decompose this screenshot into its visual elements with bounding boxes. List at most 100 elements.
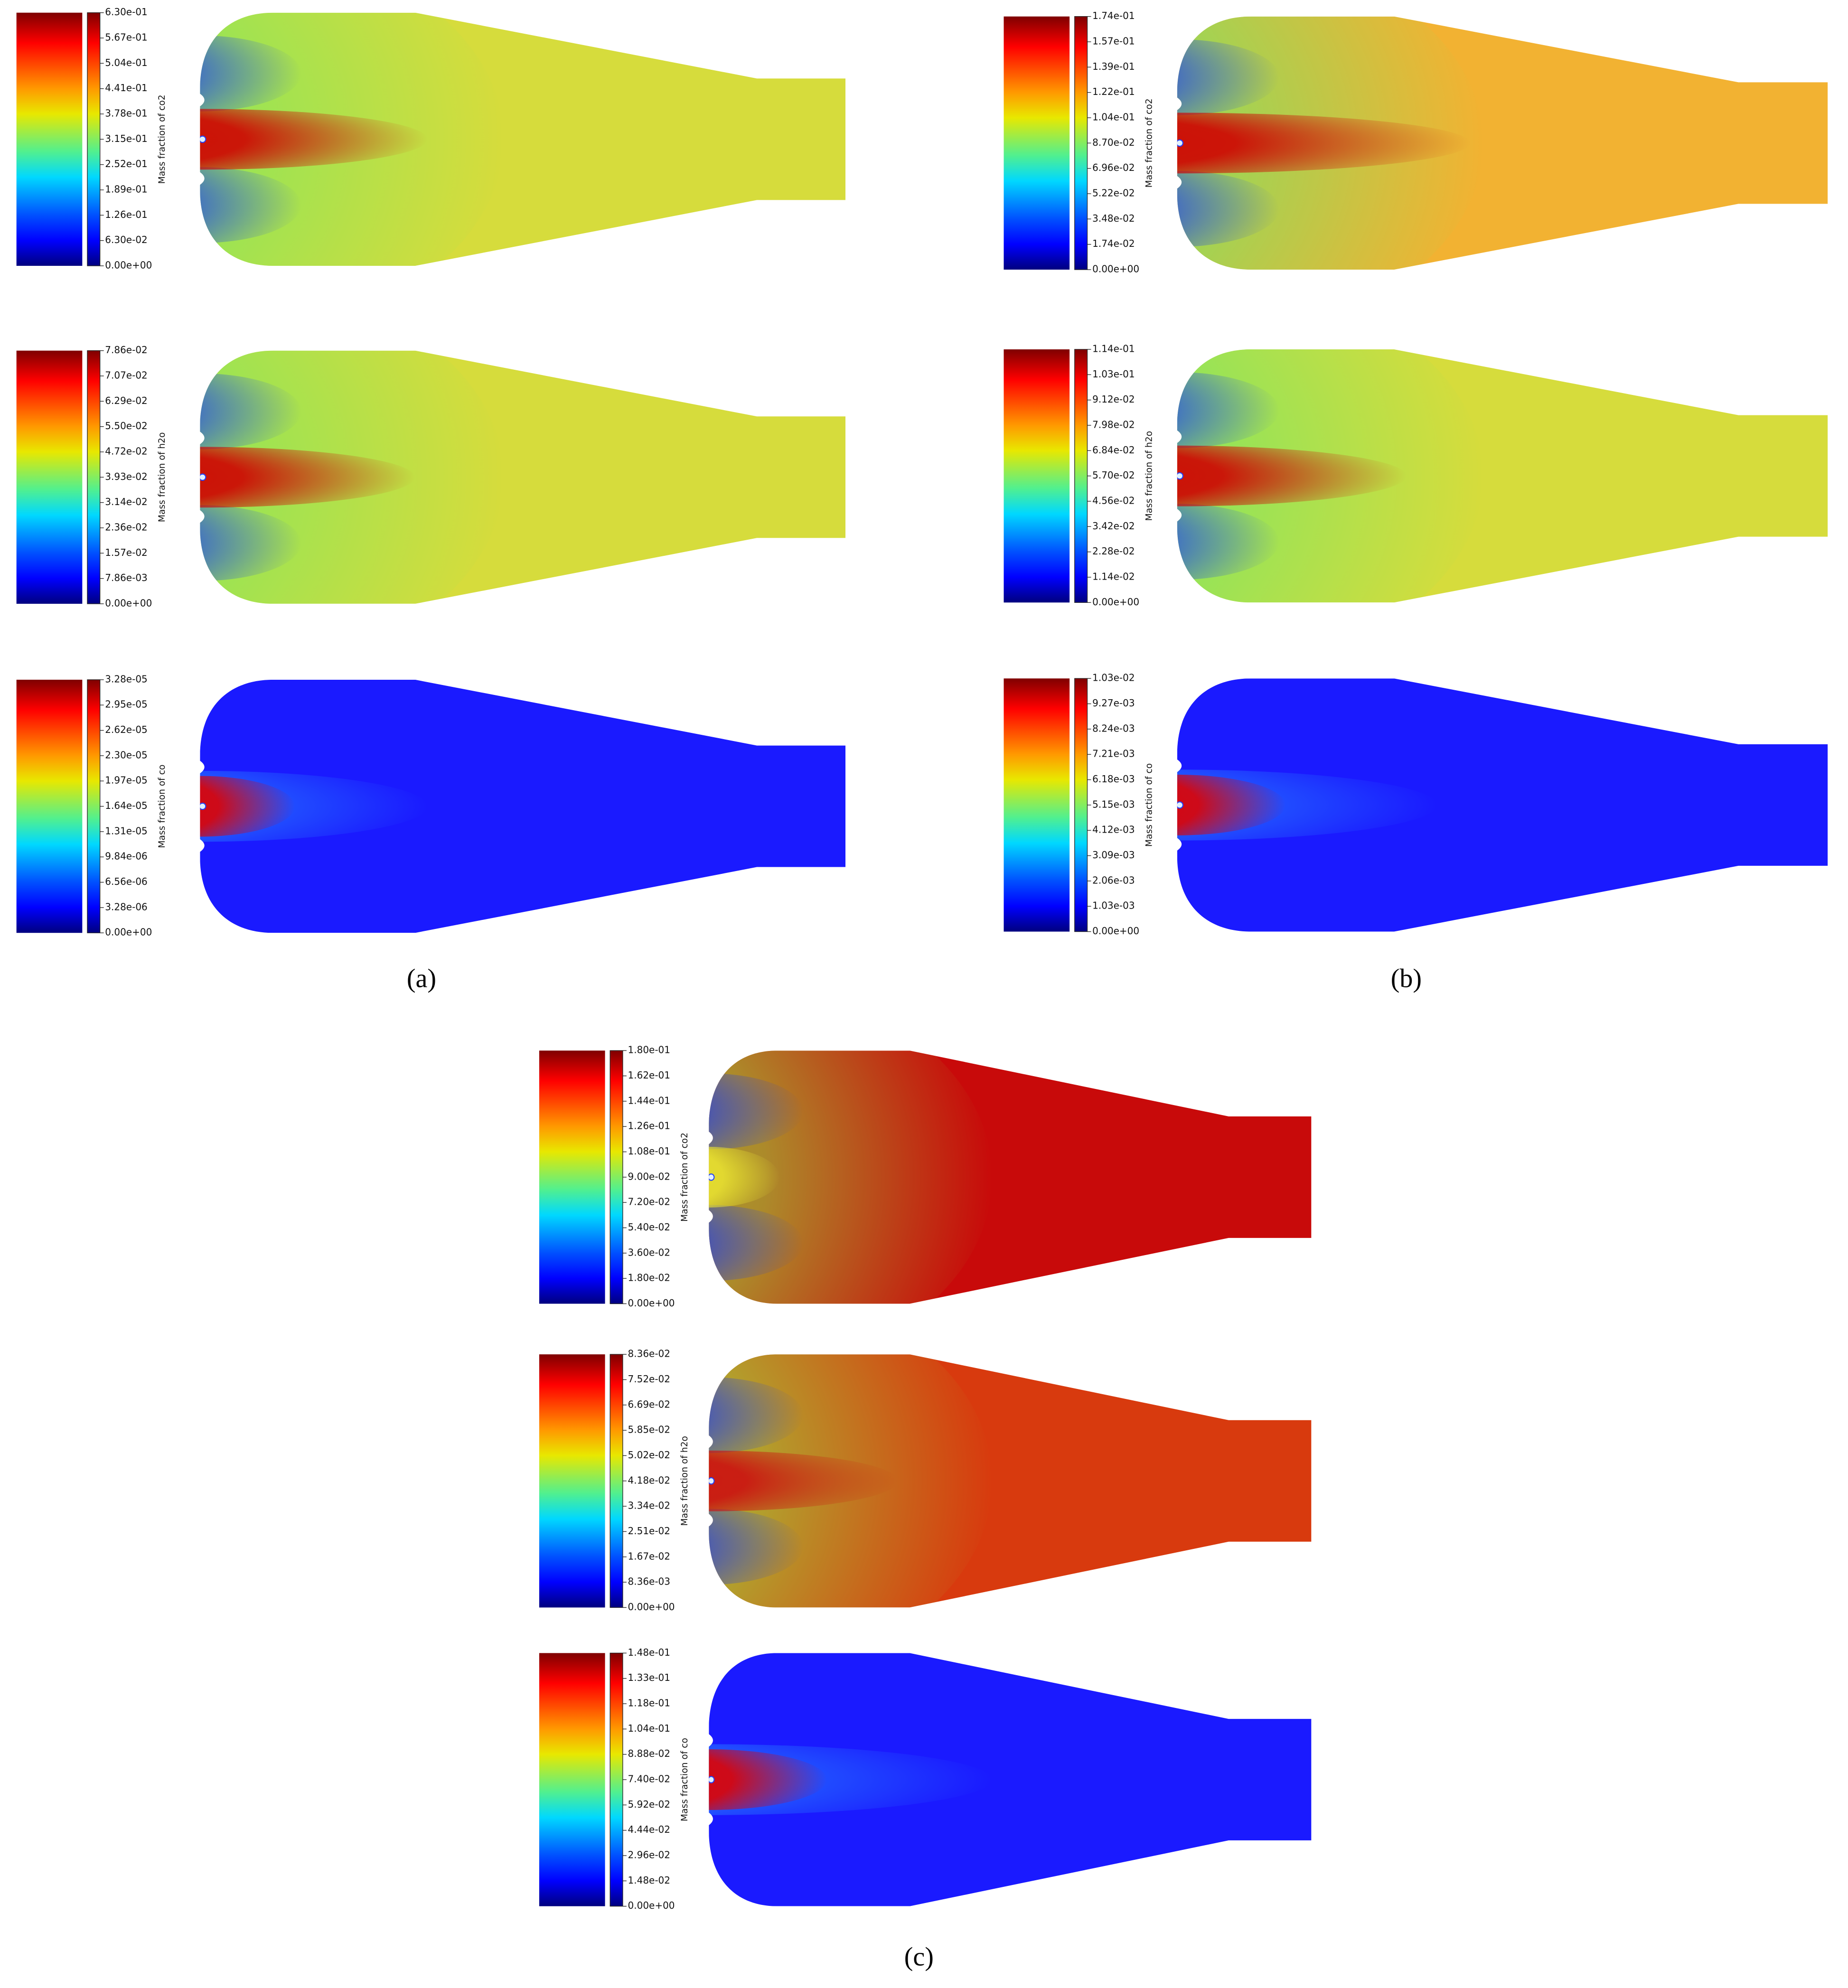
colorbar-tick-label: 1.74e-02	[1092, 238, 1135, 249]
field-tail	[1177, 769, 1438, 841]
colorbar-tick-label: 1.26e-01	[628, 1120, 670, 1132]
colorbar-tick-label: 6.56e-06	[105, 876, 147, 887]
colorbar-axis-label: Mass fraction of h2o	[1144, 431, 1154, 521]
contour-plot: 1.74e-01 1.57e-01 1.39e-01 1.22e-01 1.04e-01…	[1004, 10, 1828, 274]
field-bulb	[709, 1050, 993, 1304]
colorbar-tick-label: 1.33e-01	[628, 1672, 670, 1683]
colorbar-tick-label: 0.00e+00	[105, 597, 152, 609]
field-jet	[1177, 113, 1471, 174]
colorbar-tick-label: 5.15e-03	[1092, 798, 1135, 810]
colorbar-tick-label: 1.80e-02	[628, 1272, 670, 1284]
injector	[709, 1173, 715, 1181]
colorbar	[16, 12, 83, 266]
field-lobe	[1177, 504, 1279, 580]
field-jet	[709, 1146, 780, 1208]
flow-field	[200, 12, 846, 266]
colorbar-tick-label: 4.12e-03	[1092, 824, 1135, 835]
colorbar-tick-label: 1.62e-01	[628, 1069, 670, 1081]
field-bulb	[1177, 16, 1483, 270]
colorbar-tick-label: 0.00e+00	[105, 927, 152, 938]
field-jet	[200, 447, 415, 508]
colorbar-tick-label: 3.34e-02	[628, 1500, 670, 1511]
colorbar	[539, 1653, 605, 1906]
field-bulb	[709, 1354, 993, 1608]
colorbar-tick-label: 9.27e-03	[1092, 697, 1135, 709]
injector	[1177, 139, 1183, 147]
colorbar-tick-label: 1.39e-01	[1092, 61, 1135, 72]
colorbar-tick-label: 7.86e-03	[105, 572, 147, 583]
colorbar-tick-label: 3.78e-01	[105, 108, 147, 119]
colorbar-tick-label: 7.07e-02	[105, 369, 147, 381]
contour-plot: 1.14e-01 1.03e-01 9.12e-02 7.98e-02 6.84e-02…	[1004, 343, 1828, 608]
injector	[709, 1776, 715, 1783]
injector	[1177, 472, 1183, 480]
colorbar-tick-label: 3.28e-05	[105, 673, 147, 685]
colorbar-tick-label: 4.41e-01	[105, 82, 147, 94]
colorbar-tick-label: 1.08e-01	[628, 1145, 670, 1157]
colorbar-tick-label: 8.70e-02	[1092, 137, 1135, 148]
colorbar-axis-label: Mass fraction of co	[680, 1738, 690, 1821]
colorbar-tick-label: 0.00e+00	[105, 259, 152, 271]
colorbar-tick-label: 8.36e-03	[628, 1576, 670, 1587]
colorbar-tick-label: 9.00e-02	[628, 1171, 670, 1182]
contour-plot: 8.36e-02 7.52e-02 6.69e-02 5.85e-02 5.02e-02…	[539, 1348, 1312, 1613]
field-bulb	[1177, 349, 1483, 603]
colorbar-tick-label: 1.31e-05	[105, 825, 147, 836]
colorbar	[16, 679, 83, 933]
colorbar-tick-label: 5.40e-02	[628, 1221, 670, 1233]
colorbar-tick-label: 6.29e-02	[105, 395, 147, 406]
colorbar-axis-label: Mass fraction of co2	[1144, 98, 1154, 188]
field-lobe	[1177, 171, 1279, 247]
colorbar-axis-label: Mass fraction of h2o	[157, 432, 167, 523]
colorbar-tick-label: 6.30e-01	[105, 6, 147, 18]
colorbar-tick-label: 5.50e-02	[105, 420, 147, 431]
colorbar-strip	[610, 1652, 623, 1907]
colorbar-tick-label: 1.44e-01	[628, 1095, 670, 1106]
panel-label: (c)	[904, 1942, 934, 1972]
colorbar-tick-label: 2.30e-05	[105, 749, 147, 760]
field-lobe	[709, 1073, 804, 1150]
colorbar-tick-label: 4.72e-02	[105, 445, 147, 457]
colorbar-tick-label: 3.28e-06	[105, 901, 147, 912]
contour-plot: 7.86e-02 7.07e-02 6.29e-02 5.50e-02 4.72e-02…	[16, 344, 846, 609]
field-lobe	[709, 1377, 804, 1453]
field-jet	[1177, 774, 1286, 835]
colorbar-tick-label: 9.12e-02	[1092, 394, 1135, 405]
colorbar-tick-label: 1.48e-02	[628, 1875, 670, 1886]
colorbar-tick-label: 5.22e-02	[1092, 188, 1135, 199]
colorbar-tick-label: 8.24e-03	[1092, 722, 1135, 734]
colorbar-strip	[87, 12, 101, 266]
field-lobe	[200, 373, 301, 450]
colorbar-tick-label: 0.00e+00	[628, 1900, 675, 1911]
colorbar-tick-label: 1.04e-01	[1092, 112, 1135, 123]
field-tail	[709, 1744, 993, 1815]
colorbar	[1004, 349, 1070, 603]
colorbar-tick-label: 2.95e-05	[105, 699, 147, 710]
colorbar-tick-label: 5.70e-02	[1092, 469, 1135, 481]
injector	[709, 1477, 715, 1485]
colorbar-strip	[87, 679, 101, 933]
colorbar-tick-label: 1.64e-05	[105, 800, 147, 811]
contour-plot: 1.80e-01 1.62e-01 1.44e-01 1.26e-01 1.08e-01…	[539, 1044, 1312, 1309]
colorbar-tick-label: 1.57e-01	[1092, 36, 1135, 47]
colorbar-tick-label: 1.04e-01	[628, 1723, 670, 1734]
colorbar-axis-label: Mass fraction of h2o	[680, 1436, 690, 1526]
colorbar	[1004, 16, 1070, 270]
colorbar-tick-label: 9.84e-06	[105, 851, 147, 862]
colorbar-tick-label: 2.06e-03	[1092, 874, 1135, 886]
colorbar-tick-label: 5.02e-02	[628, 1449, 670, 1461]
field-lobe	[1177, 372, 1279, 448]
panel-label: (a)	[407, 964, 436, 993]
injector	[200, 473, 206, 481]
colorbar-tick-label: 5.92e-02	[628, 1799, 670, 1810]
colorbar-tick-label: 0.00e+00	[628, 1601, 675, 1613]
colorbar-tick-label: 1.67e-02	[628, 1550, 670, 1562]
colorbar-tick-label: 0.00e+00	[628, 1297, 675, 1309]
colorbar-tick-label: 3.48e-02	[1092, 213, 1135, 224]
colorbar	[16, 350, 83, 604]
colorbar-tick-label: 0.00e+00	[1092, 925, 1139, 937]
colorbar-tick-label: 6.30e-02	[105, 234, 147, 245]
colorbar-tick-label: 2.28e-02	[1092, 545, 1135, 557]
colorbar-tick-label: 3.14e-02	[105, 496, 147, 507]
